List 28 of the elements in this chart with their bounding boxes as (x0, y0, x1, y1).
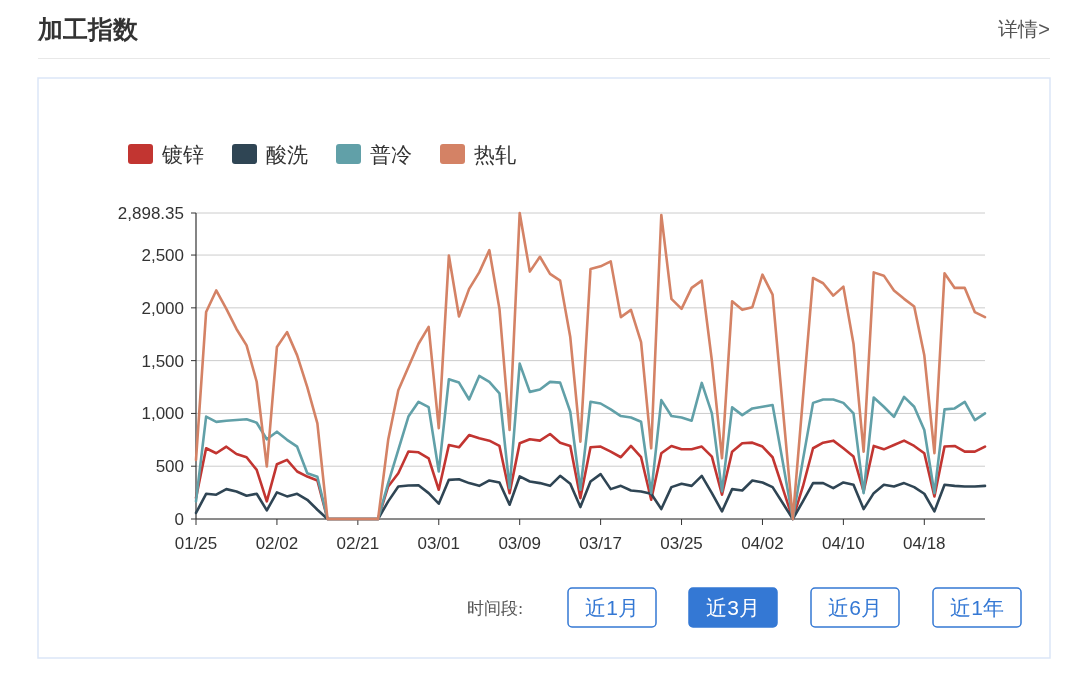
text: 详情> (998, 18, 1050, 40)
text: 近1月 (585, 596, 639, 619)
legend-label: 镀锌 (161, 143, 204, 166)
text: 近1年 (950, 596, 1004, 619)
y-tick-label: 2,000 (141, 298, 184, 318)
x-tick-label: 03/17 (579, 534, 622, 553)
x-tick-label: 02/02 (255, 534, 299, 553)
x-tick-label: 03/01 (417, 534, 461, 553)
y-tick-label: 500 (155, 457, 184, 477)
chart-title: 加工指数 (37, 15, 139, 43)
legend-label: 普冷 (370, 143, 412, 166)
x-tick-label: 03/09 (498, 534, 541, 553)
y-tick-label: 1,000 (141, 404, 184, 424)
x-tick-label: 04/18 (903, 534, 946, 553)
x-tick-label: 04/02 (741, 534, 784, 553)
text: 时间段: (467, 599, 523, 618)
y-tick-label: 1,500 (141, 351, 184, 371)
text: 近3月 (706, 596, 760, 619)
x-tick-label: 01/25 (174, 534, 218, 553)
x-tick-label: 03/25 (660, 534, 703, 553)
y-tick-label: 2,500 (141, 246, 184, 266)
x-tick-label: 02/21 (336, 534, 380, 553)
y-tick-label: 0 (174, 510, 184, 529)
x-tick-label: 04/10 (822, 534, 865, 553)
y-tick-label: 2,898.35 (117, 204, 184, 223)
legend-label: 酸洗 (266, 143, 308, 166)
text: 近6月 (828, 596, 882, 619)
legend-label: 热轧 (474, 143, 516, 166)
